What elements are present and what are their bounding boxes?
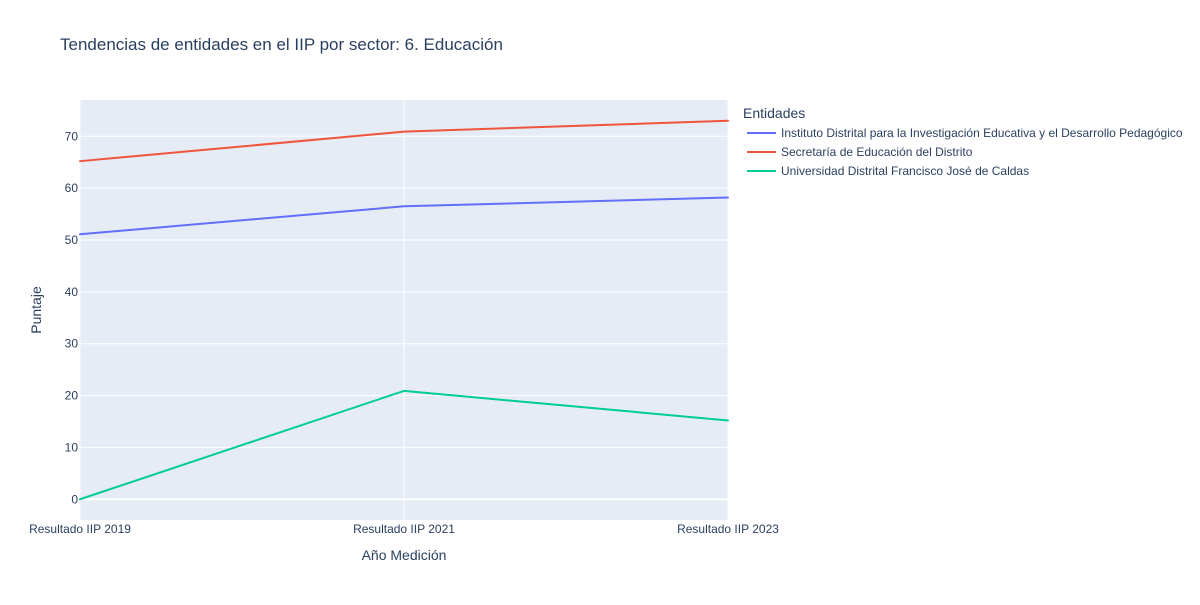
chart-title: Tendencias de entidades en el IIP por se… — [60, 35, 503, 54]
series-lines — [79, 119, 729, 501]
legend-item[interactable]: Instituto Distrital para la Investigació… — [747, 126, 1183, 140]
x-tick-label: Resultado IIP 2019 — [29, 522, 131, 536]
legend: Entidades Instituto Distrital para la In… — [743, 105, 1183, 178]
y-tick-label: 30 — [65, 337, 79, 351]
x-axis-ticks: Resultado IIP 2019 Resultado IIP 2021 Resu… — [29, 522, 779, 536]
series-line[interactable] — [79, 119, 729, 163]
x-tick-label: Resultado IIP 2021 — [353, 522, 455, 536]
legend-label: Secretaría de Educación del Distrito — [781, 145, 973, 159]
x-axis-label: Año Medición — [362, 547, 447, 563]
series-line[interactable] — [79, 196, 729, 236]
y-tick-label: 20 — [65, 389, 79, 403]
y-tick-label: 0 — [71, 492, 78, 506]
series-line[interactable] — [79, 389, 729, 501]
legend-label: Universidad Distrital Francisco José de … — [781, 164, 1029, 178]
y-axis-label: Puntaje — [28, 286, 44, 334]
y-tick-label: 50 — [65, 233, 79, 247]
x-tick-label: Resultado IIP 2023 — [677, 522, 779, 536]
y-tick-label: 60 — [65, 181, 79, 195]
y-tick-label: 10 — [65, 440, 79, 454]
y-tick-label: 40 — [65, 285, 79, 299]
legend-items: Instituto Distrital para la Investigació… — [747, 126, 1183, 178]
legend-item[interactable]: Secretaría de Educación del Distrito — [747, 145, 973, 159]
y-tick-label: 70 — [65, 129, 79, 143]
legend-item[interactable]: Universidad Distrital Francisco José de … — [747, 164, 1029, 178]
legend-label: Instituto Distrital para la Investigació… — [781, 126, 1183, 140]
grid-lines — [79, 100, 729, 520]
legend-title: Entidades — [743, 105, 805, 121]
y-axis-ticks: 0 10 20 30 40 50 60 70 — [65, 129, 79, 506]
